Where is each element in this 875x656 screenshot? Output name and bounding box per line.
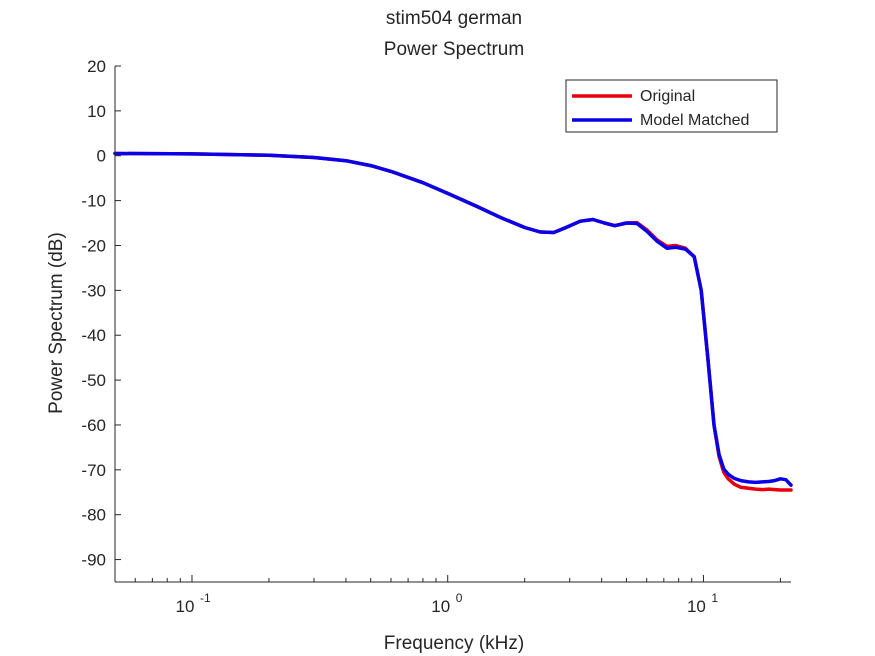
legend-box bbox=[565, 79, 778, 133]
x-tick-label: 10 bbox=[176, 597, 195, 616]
y-tick-label: -80 bbox=[81, 506, 106, 525]
y-tick-label: 10 bbox=[87, 102, 106, 121]
plot-area bbox=[115, 66, 791, 582]
y-tick-label: -20 bbox=[81, 236, 106, 255]
y-tick-label: -60 bbox=[81, 416, 106, 435]
y-tick-label: 20 bbox=[87, 57, 106, 76]
y-axis-label: Power Spectrum (dB) bbox=[46, 232, 67, 414]
y-tick-label: -70 bbox=[81, 461, 106, 480]
y-tick-label: -40 bbox=[81, 326, 106, 345]
y-tick-label: -90 bbox=[81, 551, 106, 570]
x-tick-exponent: 1 bbox=[711, 591, 718, 605]
x-tick-exponent: -1 bbox=[200, 591, 211, 605]
plot-background bbox=[115, 66, 791, 582]
chart-subtitle: Power Spectrum bbox=[384, 39, 524, 60]
y-tick-label: -10 bbox=[81, 192, 106, 211]
y-tick-label: -30 bbox=[81, 281, 106, 300]
series-layer bbox=[113, 151, 793, 492]
legend-label-model-matched: Model Matched bbox=[640, 112, 749, 129]
legend: Original Model Matched bbox=[565, 79, 778, 133]
series-line-model-matched bbox=[113, 151, 793, 487]
x-tick-label: 10 bbox=[431, 597, 450, 616]
x-tick-exponent: 0 bbox=[456, 591, 463, 605]
legend-label-original: Original bbox=[640, 88, 695, 105]
chart-title: stim504 german bbox=[386, 8, 522, 29]
y-tick-label: -50 bbox=[81, 371, 106, 390]
y-tick-label: 0 bbox=[97, 147, 106, 166]
x-axis-label: Frequency (kHz) bbox=[384, 633, 524, 654]
x-tick-label: 10 bbox=[687, 597, 706, 616]
